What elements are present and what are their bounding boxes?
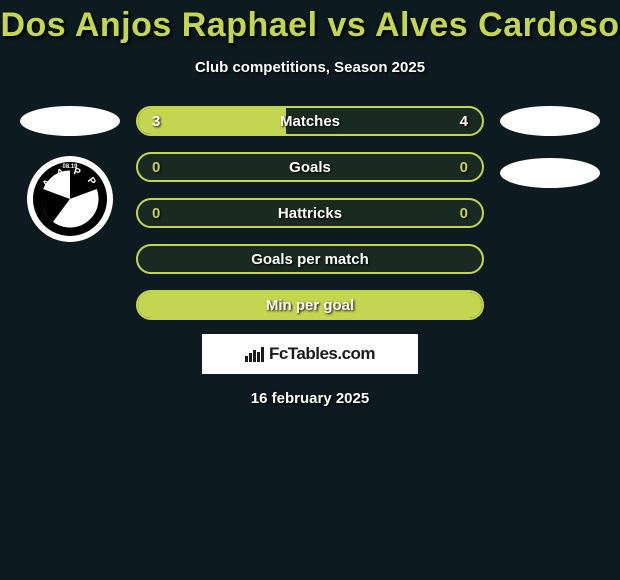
stat-row: Min per goal xyxy=(136,290,484,320)
stat-label: Matches xyxy=(138,113,482,130)
stat-label: Min per goal xyxy=(138,297,482,314)
stat-row: 00Goals xyxy=(136,152,484,182)
right-player-column xyxy=(490,106,610,320)
stat-label: Goals per match xyxy=(138,251,482,268)
comparison-panel: 08.19 A A P P 34Matches 00Goals 00Hattrick… xyxy=(0,106,620,320)
stat-row: 00Hattricks xyxy=(136,198,484,228)
page-subtitle: Club competitions, Season 2025 xyxy=(0,59,620,76)
stat-row: 34Matches xyxy=(136,106,484,136)
brand-text: FcTables.com xyxy=(269,344,375,364)
left-player-column: 08.19 A A P P xyxy=(10,106,130,320)
right-club-badge-placeholder xyxy=(500,158,600,188)
stat-row: Goals per match xyxy=(136,244,484,274)
brand-box: FcTables.com xyxy=(202,334,418,374)
footer-date: 16 february 2025 xyxy=(0,390,620,407)
left-club-badge: 08.19 A A P P xyxy=(27,156,113,242)
stat-label: Hattricks xyxy=(138,205,482,222)
page-title: Dos Anjos Raphael vs Alves Cardoso xyxy=(0,0,620,45)
stats-bars: 34Matches 00Goals 00Hattricks Goals per mat… xyxy=(130,106,490,320)
right-player-avatar-placeholder xyxy=(500,106,600,136)
left-player-avatar-placeholder xyxy=(20,106,120,136)
stat-label: Goals xyxy=(138,159,482,176)
bars-icon xyxy=(245,346,265,362)
